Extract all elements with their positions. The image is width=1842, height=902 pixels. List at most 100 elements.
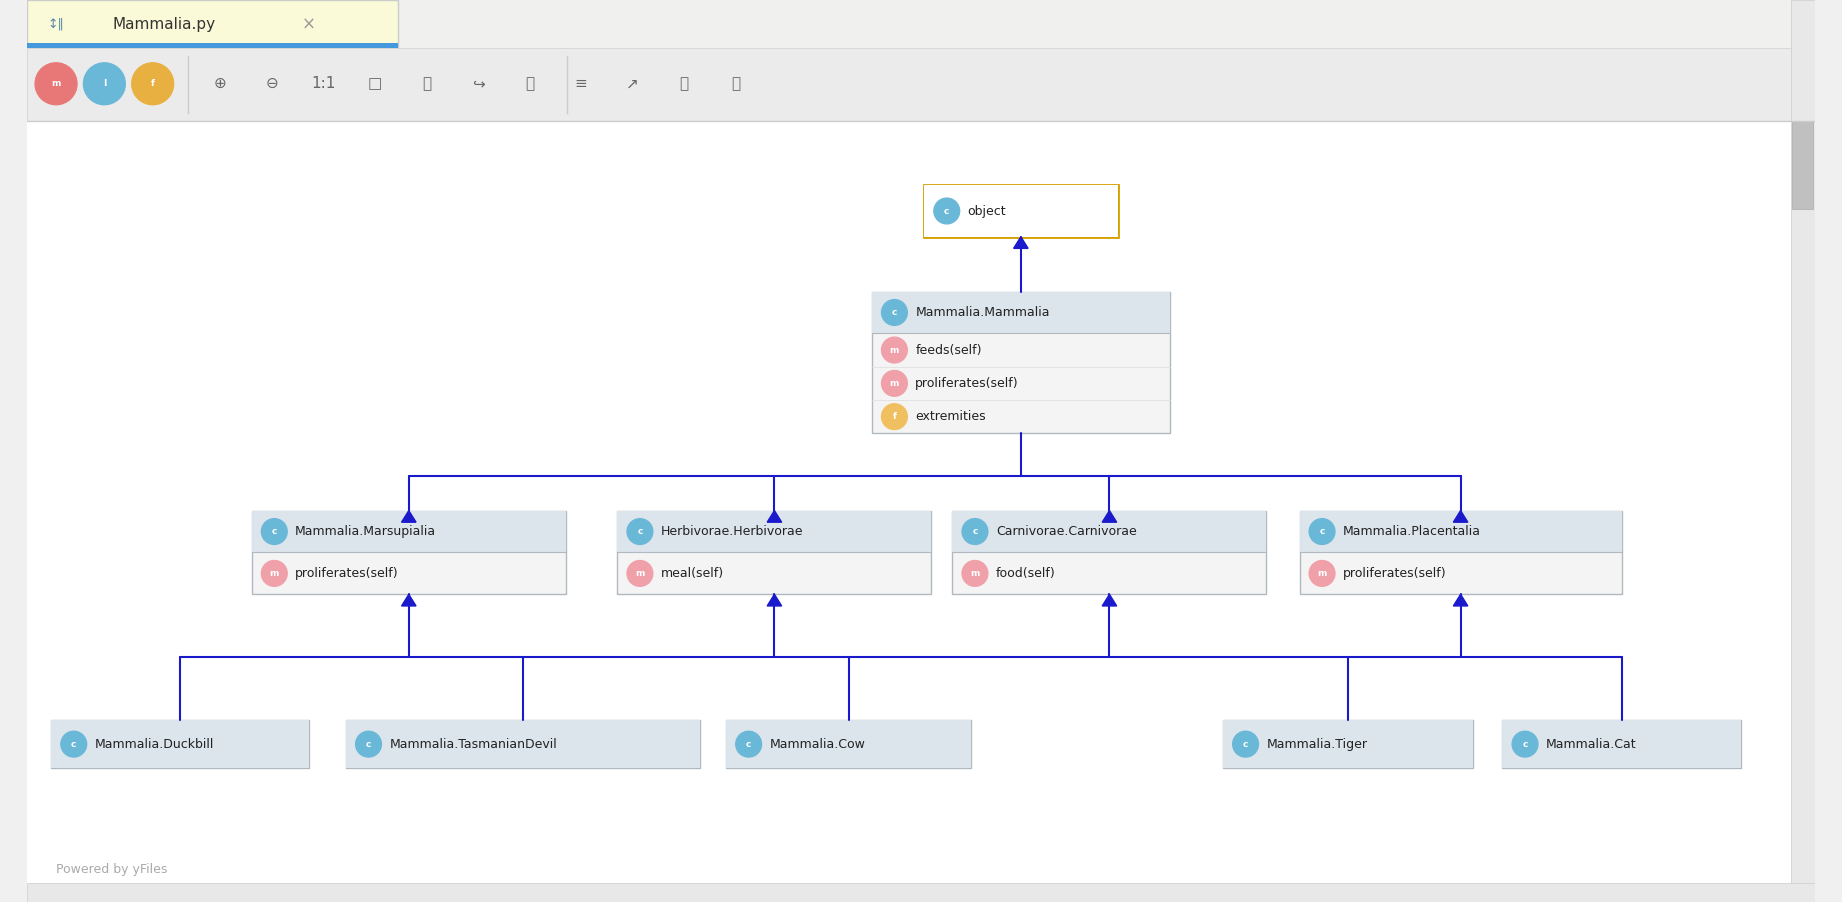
Text: ≡: ≡ (575, 77, 588, 91)
Bar (1503, 720, 1741, 769)
Bar (52, 720, 309, 769)
Bar (726, 720, 971, 769)
Polygon shape (1013, 236, 1028, 248)
Text: Mammalia.Tiger: Mammalia.Tiger (1267, 738, 1367, 750)
Polygon shape (1453, 511, 1468, 522)
Text: Powered by yFiles: Powered by yFiles (55, 863, 168, 876)
Circle shape (356, 732, 381, 757)
Text: c: c (72, 740, 77, 749)
Text: c: c (892, 308, 897, 317)
Circle shape (83, 63, 125, 105)
Text: 1:1: 1:1 (311, 77, 335, 91)
Bar (1223, 720, 1472, 769)
Bar (925, 185, 1118, 237)
Text: Carnivorae.Carnivorae: Carnivorae.Carnivorae (997, 525, 1137, 538)
Polygon shape (1102, 511, 1116, 522)
Circle shape (882, 371, 908, 396)
Text: c: c (271, 527, 276, 536)
Text: c: c (1319, 527, 1324, 536)
Text: Mammalia.Marsupialia: Mammalia.Marsupialia (295, 525, 437, 538)
Text: ⊕: ⊕ (214, 77, 227, 91)
Text: m: m (1317, 569, 1326, 578)
Circle shape (262, 519, 287, 545)
Polygon shape (1453, 594, 1468, 606)
Text: ⎙: ⎙ (680, 77, 689, 91)
Text: m: m (890, 345, 899, 354)
Text: c: c (1243, 740, 1249, 749)
Text: ×: × (302, 15, 315, 33)
Text: f: f (892, 412, 897, 421)
Text: c: c (637, 527, 643, 536)
Bar (1503, 720, 1741, 769)
Circle shape (962, 519, 987, 545)
Text: meal(self): meal(self) (661, 567, 724, 580)
Polygon shape (1102, 594, 1116, 606)
Bar (871, 291, 1170, 433)
Text: f: f (151, 79, 155, 88)
Circle shape (1310, 560, 1335, 586)
Bar (252, 511, 565, 594)
Bar (346, 720, 700, 769)
Text: Mammalia.Mammalia: Mammalia.Mammalia (915, 306, 1050, 319)
Text: Herbivorae.Herbivorae: Herbivorae.Herbivorae (661, 525, 803, 538)
Circle shape (882, 404, 908, 429)
Circle shape (35, 63, 77, 105)
Circle shape (1232, 732, 1258, 757)
Circle shape (1512, 732, 1538, 757)
Text: m: m (52, 79, 61, 88)
Bar (1223, 720, 1472, 769)
Text: ⎘: ⎘ (525, 77, 534, 91)
Text: object: object (967, 205, 1006, 217)
Text: extremities: extremities (915, 410, 985, 423)
Circle shape (61, 732, 87, 757)
Bar (1790, 0, 1814, 902)
Text: ↗: ↗ (626, 77, 639, 91)
Text: m: m (971, 569, 980, 578)
Polygon shape (766, 594, 781, 606)
Text: c: c (746, 740, 752, 749)
Text: ↪: ↪ (472, 77, 484, 91)
Text: Mammalia.Placentalia: Mammalia.Placentalia (1343, 525, 1481, 538)
Bar (28, 121, 1790, 883)
Text: ⊖: ⊖ (265, 77, 278, 91)
Text: Mammalia.Cat: Mammalia.Cat (1545, 738, 1636, 750)
Text: proliferates(self): proliferates(self) (915, 377, 1019, 390)
Bar (346, 720, 700, 769)
Bar (617, 511, 932, 594)
Text: ⤶: ⤶ (422, 77, 431, 91)
Text: m: m (635, 569, 645, 578)
Bar (28, 49, 1814, 121)
Circle shape (882, 337, 908, 363)
Bar (726, 720, 971, 769)
Text: Mammalia.Duckbill: Mammalia.Duckbill (94, 738, 214, 750)
Text: ↕‖: ↕‖ (48, 18, 64, 31)
Text: c: c (973, 527, 978, 536)
Bar (617, 511, 932, 552)
Text: Mammalia.py: Mammalia.py (112, 16, 216, 32)
Bar (28, 883, 1814, 902)
Bar (1299, 511, 1621, 552)
Bar (28, 43, 398, 49)
Text: I: I (103, 79, 107, 88)
Text: proliferates(self): proliferates(self) (1343, 567, 1446, 580)
Bar (1299, 511, 1621, 594)
Bar (252, 511, 565, 552)
Text: Mammalia.Cow: Mammalia.Cow (770, 738, 866, 750)
Text: proliferates(self): proliferates(self) (295, 567, 400, 580)
Circle shape (262, 560, 287, 586)
Bar (952, 511, 1267, 552)
Bar (1792, 121, 1813, 209)
Text: c: c (1521, 740, 1527, 749)
Text: ⎆: ⎆ (731, 77, 740, 91)
Text: m: m (269, 569, 278, 578)
Bar (28, 0, 1814, 49)
Text: food(self): food(self) (997, 567, 1055, 580)
Text: □: □ (368, 77, 381, 91)
Text: Mammalia.TasmanianDevil: Mammalia.TasmanianDevil (389, 738, 558, 750)
Circle shape (626, 560, 652, 586)
Circle shape (1310, 519, 1335, 545)
Text: c: c (367, 740, 372, 749)
Circle shape (626, 519, 652, 545)
Text: feeds(self): feeds(self) (915, 344, 982, 356)
Polygon shape (766, 511, 781, 522)
